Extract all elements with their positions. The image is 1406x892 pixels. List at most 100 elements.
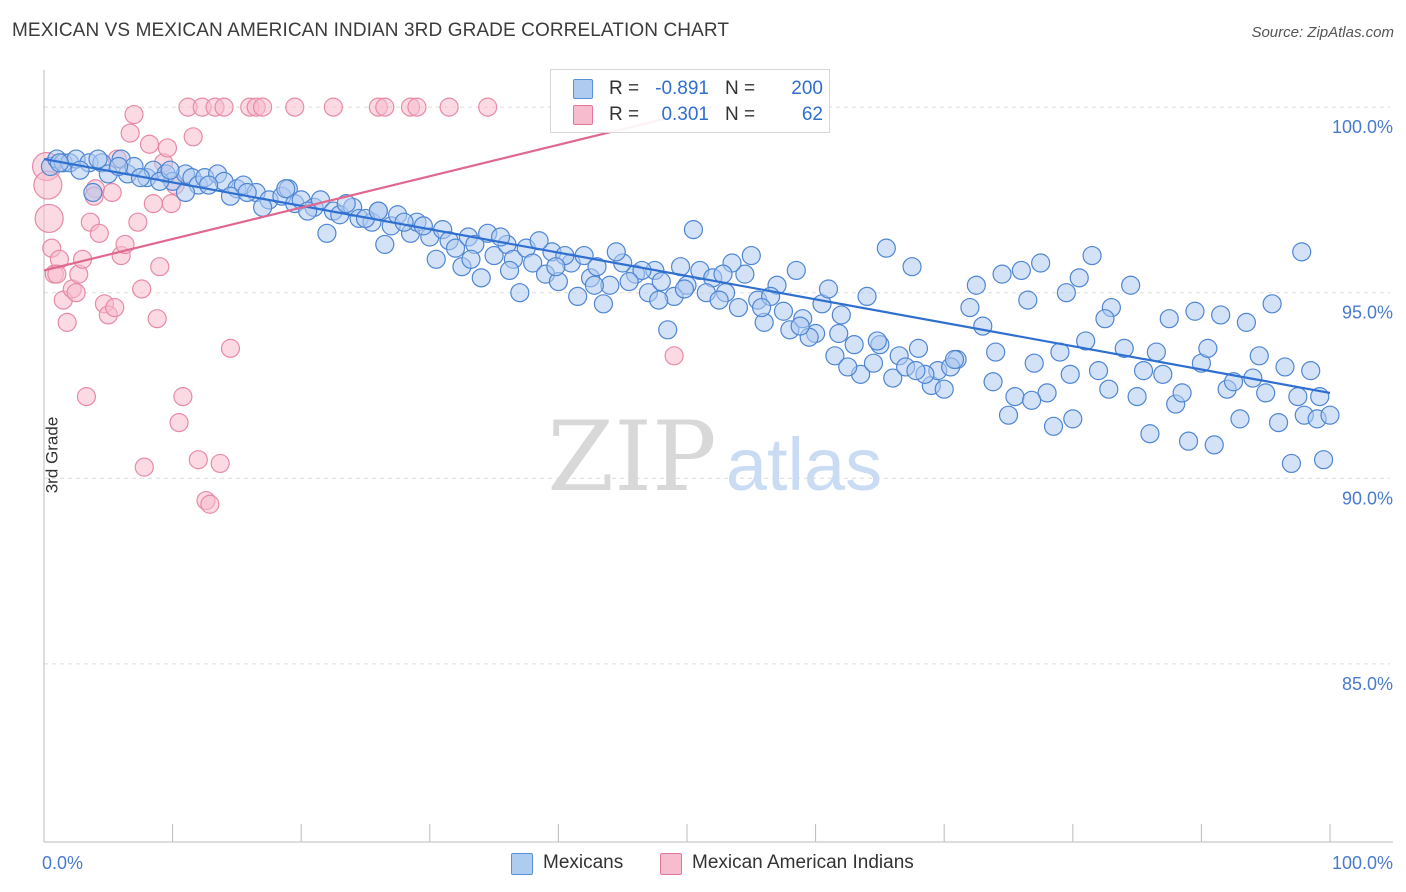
blue-point [1281,453,1302,474]
chart-title: MEXICAN VS MEXICAN AMERICAN INDIAN 3RD G… [12,20,730,41]
pink-point [200,494,220,514]
blue-point [546,257,566,277]
pink-point [375,97,395,117]
blue-point [992,264,1012,284]
blue-point [336,194,356,214]
blue-point [499,260,520,281]
blue-point [751,297,772,318]
blue-point [1127,387,1147,407]
blue-point [220,186,241,206]
blue-point [1159,309,1179,329]
pink-point [139,134,160,154]
pink-point [105,297,125,318]
blue-point [1153,364,1173,384]
blue-point [674,279,695,299]
pink-trend-line [43,106,713,272]
pink-point [47,264,67,284]
blue-point [1211,305,1231,325]
blue-point [1114,338,1134,358]
blue-point [1095,309,1115,329]
pink-point [161,194,181,214]
blue-point [838,357,858,377]
blue-point [1063,409,1083,429]
pink-point [183,127,203,147]
blue-point [867,331,887,351]
x-tick-label: 100.0% [1332,853,1393,873]
blue-point [1146,342,1166,362]
blue-point [593,294,614,314]
blue-point [908,338,929,358]
blue-point [651,271,671,292]
y-tick-label: 95.0% [1342,303,1393,323]
blue-point [606,242,626,262]
blue-point [160,160,180,180]
blue-point [471,268,491,288]
blue-point [844,335,864,355]
blue-point [818,279,839,299]
blue-point [1236,312,1257,332]
bottom-legend-label: Mexicans [543,852,624,873]
blue-point [375,234,395,255]
blue-point [317,223,337,243]
blue-point [1011,260,1031,281]
legend-n-label: N = [725,78,756,99]
blue-point [1082,245,1102,266]
blue-point [649,290,669,310]
blue-point [902,257,922,277]
blue-point [790,316,810,336]
pink-point [220,338,241,358]
blue-point [986,342,1006,362]
pink-point [210,453,230,474]
blue-point [1320,405,1340,425]
bottom-legend-swatch-blue [511,853,533,875]
pink-point [439,97,459,117]
blue-point [1060,364,1080,384]
blue-point [1056,283,1076,303]
blue-point [1069,268,1089,288]
blue-point [88,149,108,169]
blue-point [1133,361,1154,381]
pink-point [128,212,148,232]
pink-point [150,257,170,277]
pink-point [132,279,152,299]
tick-labels: 100.0% 95.0% 90.0% 85.0% 0.0% 100.0% [42,117,1393,873]
legend-n-value: 62 [801,104,823,125]
bottom-legend-swatch-pink [660,853,682,875]
blue-point [683,219,704,240]
blue-point [1076,331,1096,351]
blue-point [741,245,761,266]
blue-point [960,297,980,318]
pink-point [147,309,167,329]
source-label: Source: ZipAtlas.com [1251,24,1394,41]
pink-point [253,97,273,117]
blue-point [1275,357,1295,377]
blue-point [728,297,749,318]
trend-lines [43,106,1331,394]
blue-point [619,271,639,292]
legend-r-value: -0.891 [655,78,709,99]
blue-point [83,182,103,203]
legend-r-value: 0.301 [661,104,709,125]
blue-point [584,275,605,295]
y-axis-label: 3rd Grade [42,416,62,494]
blue-point [1185,301,1205,321]
watermark-zip: ZIP [547,401,716,513]
blue-point [510,283,530,303]
y-tick-label: 85.0% [1342,674,1393,694]
blue-point [1088,361,1109,381]
blue-point [1249,346,1269,366]
blue-point [276,179,296,199]
y-tick-label: 90.0% [1342,488,1393,508]
blue-point [831,305,851,325]
pink-point [407,97,427,117]
blue-point [934,379,954,399]
legend-swatch-pink [573,105,593,125]
blue-point [786,260,806,281]
blue-point [1022,390,1042,410]
blue-point [237,182,257,203]
blue-point [863,353,884,373]
blue-point [1204,435,1224,455]
blue-point [735,264,755,284]
blue-point [175,182,196,203]
blue-point [1018,290,1038,310]
